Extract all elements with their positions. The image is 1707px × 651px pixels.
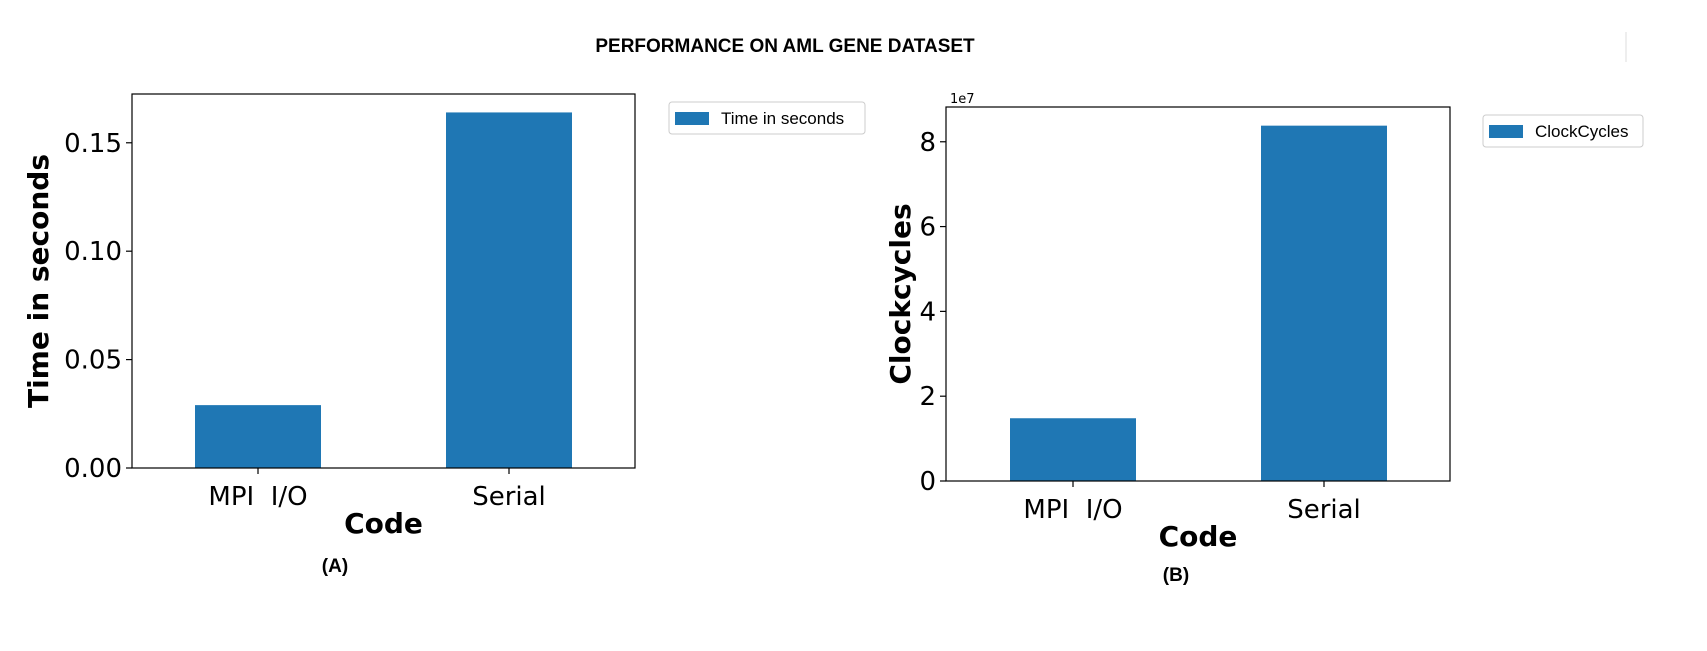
x-axis-label: Code [1159, 520, 1238, 553]
y-tick-label: 0.00 [64, 454, 122, 484]
x-tick-label: MPI I/O [1023, 495, 1122, 525]
y-tick-label: 2 [919, 382, 936, 412]
legend-box [668, 101, 866, 135]
plot-frame [131, 93, 636, 469]
legend-swatch [675, 112, 709, 125]
legend-swatch [1489, 125, 1523, 138]
chart-a: 0.00 0.05 0.10 0.15 MPI I/O Serial Code Time in… [22, 93, 866, 577]
bar-mpi-io [195, 405, 321, 468]
bar-mpi-io [1010, 418, 1136, 481]
y-tick-label: 0.15 [64, 129, 122, 159]
y-tick-label: 8 [919, 128, 936, 158]
x-tick-label: Serial [1287, 495, 1361, 525]
y-tick-label: 6 [919, 213, 936, 243]
legend-label: Time in seconds [721, 109, 844, 128]
y-axis-label: Time in seconds [22, 154, 55, 408]
y-offset-text: 1e7 [950, 92, 975, 107]
x-tick-label: MPI I/O [208, 482, 307, 512]
y-tick-label: 4 [919, 297, 936, 327]
chart-b: 0 2 4 6 8 MPI I/O Serial Code Clockcycles (B) 1e7 C… [884, 92, 1644, 586]
y-tick-label: 0.10 [64, 237, 122, 267]
legend-box [1482, 114, 1644, 148]
panel-label: (B) [1163, 565, 1189, 586]
bar-serial [1261, 125, 1387, 481]
y-axis-label: Clockcycles [884, 203, 917, 384]
plot-frame [945, 106, 1451, 482]
y-tick-label: 0 [919, 467, 936, 497]
y-tick-label: 0.05 [64, 346, 122, 376]
legend-label: ClockCycles [1535, 122, 1629, 141]
x-tick-label: Serial [472, 482, 546, 512]
x-axis-label: Code [344, 507, 423, 540]
panel-label: (A) [322, 556, 348, 577]
bar-serial [446, 112, 572, 468]
figure-title: PERFORMANCE ON AML GENE DATASET [595, 36, 975, 57]
